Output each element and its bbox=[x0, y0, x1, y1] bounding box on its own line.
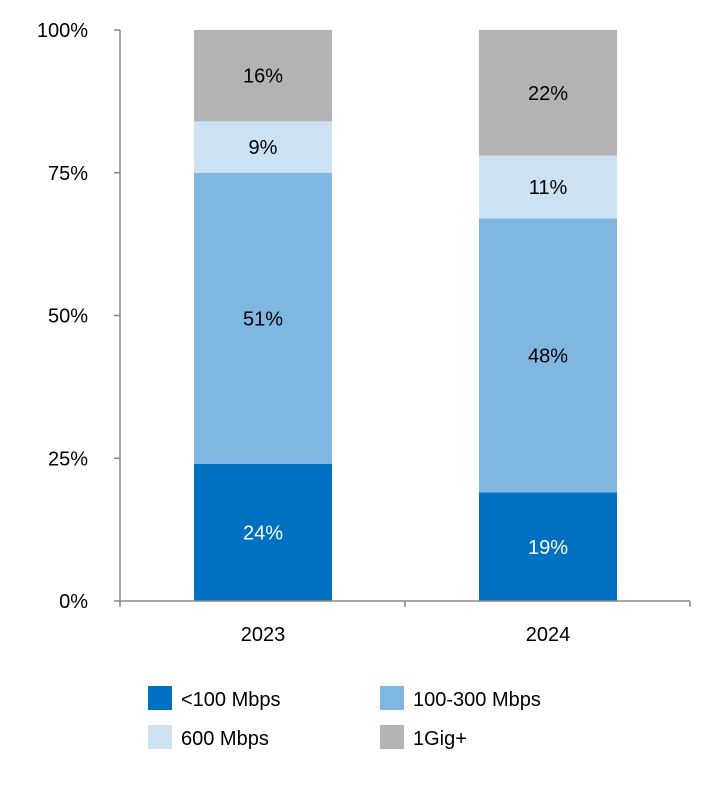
data-label: 22% bbox=[528, 83, 568, 105]
legend-swatch bbox=[148, 725, 172, 749]
data-label: 19% bbox=[528, 537, 568, 559]
legend-label: 1Gig+ bbox=[413, 728, 467, 750]
legend-label: <100 Mbps bbox=[181, 689, 281, 711]
bar-segment bbox=[194, 172, 332, 464]
bar-segment bbox=[479, 30, 617, 156]
bar-segment bbox=[194, 463, 332, 601]
bar-segment bbox=[479, 218, 617, 493]
data-label: 24% bbox=[243, 522, 283, 544]
data-label: 9% bbox=[249, 137, 278, 159]
legend-swatch bbox=[380, 686, 404, 710]
data-label: 48% bbox=[528, 345, 568, 367]
data-label: 11% bbox=[529, 177, 568, 199]
bar-segment bbox=[479, 155, 617, 219]
y-tick-label: 100% bbox=[37, 20, 88, 42]
legend-swatch bbox=[380, 725, 404, 749]
legend-label: 100-300 Mbps bbox=[413, 689, 541, 711]
y-tick-label: 75% bbox=[48, 163, 88, 185]
bar-segment bbox=[479, 492, 617, 601]
legend-label: 600 Mbps bbox=[181, 728, 269, 750]
x-tick-label: 2023 bbox=[241, 624, 286, 646]
legend-swatch bbox=[148, 686, 172, 710]
data-label: 16% bbox=[243, 66, 283, 88]
data-label: 51% bbox=[243, 308, 283, 330]
y-tick-label: 25% bbox=[48, 448, 88, 470]
bar-segment bbox=[194, 121, 332, 173]
y-tick-label: 50% bbox=[48, 306, 88, 328]
bar-segment bbox=[194, 30, 332, 122]
x-tick-label: 2024 bbox=[526, 624, 571, 646]
y-tick-label: 0% bbox=[59, 591, 88, 613]
